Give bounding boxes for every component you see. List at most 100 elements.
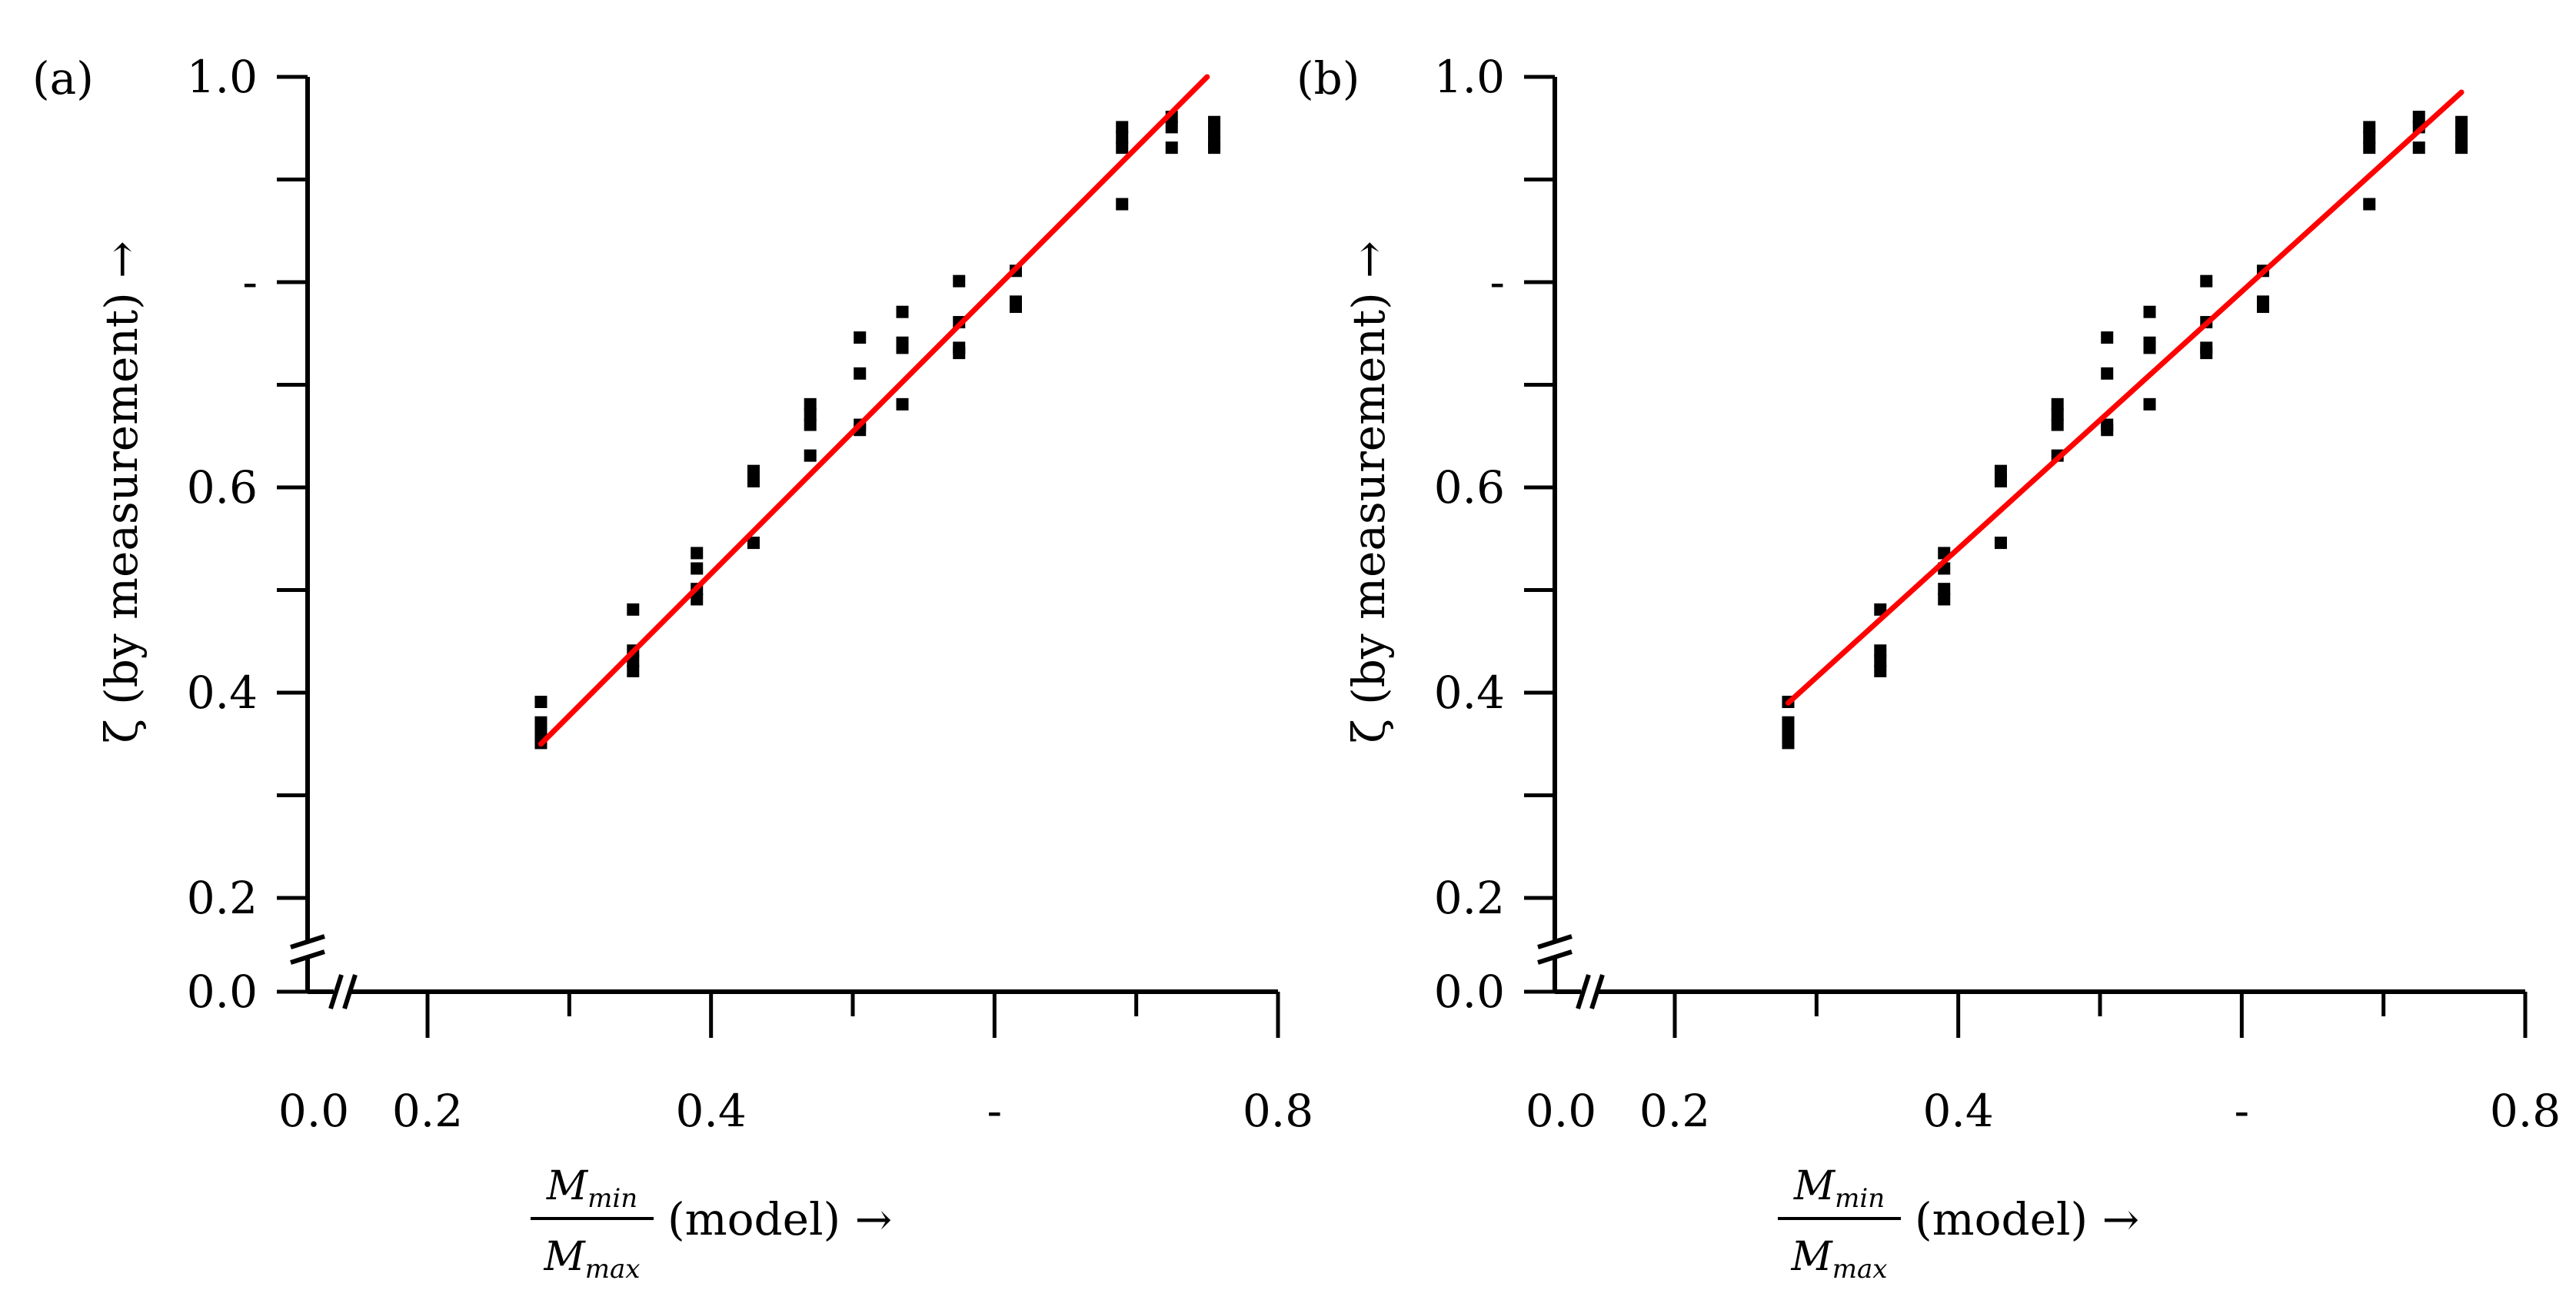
data-point (1874, 644, 1887, 657)
data-point (691, 562, 704, 575)
data-point (1782, 726, 1795, 740)
data-point (896, 305, 909, 318)
data-point (627, 664, 640, 677)
data-point (804, 408, 817, 421)
data-point (2412, 141, 2425, 155)
x-axis-title-numerator: Mmin (1793, 1163, 1885, 1214)
data-point (747, 464, 760, 477)
data-point (1165, 121, 1178, 134)
y-axis-title: ζ (by measurement) → (1343, 241, 1395, 743)
y-tick-label: - (1489, 256, 1505, 308)
chart-panel-a: 0.0 0.2 0.4 0.6 - 1.0 0.0 0.2 0.4 - 0.8 (a) ζ (by me… (32, 51, 1313, 1285)
data-point (1874, 664, 1887, 677)
data-point (1782, 736, 1795, 750)
data-point (2363, 131, 2376, 144)
numerator-subscript: min (587, 1183, 637, 1214)
denominator-subscript: max (585, 1254, 641, 1285)
denominator-symbol: M (1791, 1234, 1834, 1280)
y-axis-break-mark (290, 934, 325, 949)
data-point (2363, 198, 2376, 211)
data-point (854, 331, 867, 344)
y-axis-title: ζ (by measurement) → (95, 241, 148, 743)
x-axis-title-denominator: Mmax (1791, 1234, 1888, 1285)
data-point (2455, 115, 2468, 128)
y-tick-label: 0.4 (187, 667, 258, 719)
y-tick-label: 1.0 (1434, 51, 1505, 103)
x-tick-label: 0.0 (1526, 1085, 1596, 1137)
data-point (1116, 141, 1129, 155)
data-point (2256, 301, 2269, 314)
x-tick-label: 0.2 (392, 1085, 463, 1137)
x-axis-break-mark (1589, 974, 1605, 1009)
data-point (2101, 424, 2114, 437)
numerator-symbol: M (1793, 1163, 1836, 1209)
x-tick-label: 0.4 (676, 1085, 747, 1137)
x-tick-label: 0.8 (2490, 1085, 2561, 1137)
y-tick-label: 0.6 (1434, 461, 1505, 514)
data-point (2363, 121, 2376, 134)
data-point (1009, 301, 1022, 314)
data-point (2051, 408, 2064, 421)
denominator-symbol: M (544, 1234, 587, 1280)
panel-label: (b) (1296, 52, 1360, 105)
data-point (1208, 115, 1221, 128)
data-point (2200, 274, 2213, 288)
data-point (747, 474, 760, 487)
data-point (1116, 121, 1129, 134)
y-axis-break-mark (290, 949, 325, 965)
fit-line (537, 74, 1210, 747)
y-tick-label: 0.2 (1434, 872, 1505, 924)
data-point (1208, 126, 1221, 139)
data-point (1116, 198, 1129, 211)
fit-line (1785, 89, 2465, 706)
x-axis-break-mark (342, 974, 358, 1009)
numerator-symbol: M (546, 1163, 589, 1209)
x-tick-label: 0.8 (1243, 1085, 1313, 1137)
y-tick-label: 0.2 (187, 872, 258, 924)
data-point (534, 696, 547, 709)
data-point (2143, 397, 2156, 411)
data-point (2101, 331, 2114, 344)
data-point (2143, 305, 2156, 318)
data-point (804, 397, 817, 411)
data-point (2051, 418, 2064, 431)
x-tick-label: 0.4 (1923, 1085, 1994, 1137)
data-point (953, 347, 966, 360)
data-point (1874, 603, 1887, 616)
x-tick-label: - (987, 1085, 1003, 1137)
data-point (953, 274, 966, 288)
y-tick-label: 0.6 (187, 461, 258, 514)
y-tick-label: 0.0 (1434, 966, 1505, 1018)
data-point (2143, 341, 2156, 354)
data-point (2051, 397, 2064, 411)
data-point (1208, 141, 1221, 155)
x-axis-title-suffix: (model) → (1915, 1193, 2139, 1245)
data-point (2200, 347, 2213, 360)
data-point (534, 716, 547, 729)
y-axis-break-mark (1537, 934, 1573, 949)
data-point (627, 603, 640, 616)
series-measurements (534, 111, 1221, 750)
chart-panel-b: 0.0 0.2 0.4 0.6 - 1.0 0.0 0.2 0.4 - 0.8 (b) ζ (by me… (1296, 51, 2561, 1285)
panel-label: (a) (32, 52, 94, 105)
data-point (804, 449, 817, 462)
data-point (1938, 593, 1951, 606)
data-point (1116, 131, 1129, 144)
data-point (2455, 126, 2468, 139)
y-axis-break-mark (1537, 949, 1573, 965)
data-point (896, 397, 909, 411)
x-tick-label: 0.2 (1639, 1085, 1710, 1137)
data-point (2101, 367, 2114, 380)
data-point (1994, 474, 2007, 487)
data-point (804, 418, 817, 431)
data-point (1938, 583, 1951, 596)
data-point (747, 537, 760, 550)
series-measurements (1782, 111, 2468, 750)
data-point (896, 341, 909, 354)
x-axis-break-mark (328, 974, 344, 1009)
data-point (2455, 141, 2468, 155)
y-tick-label: 0.0 (187, 966, 258, 1018)
x-axis-title-denominator: Mmax (544, 1234, 641, 1285)
y-tick-label: 1.0 (187, 51, 258, 103)
data-point (1994, 464, 2007, 477)
